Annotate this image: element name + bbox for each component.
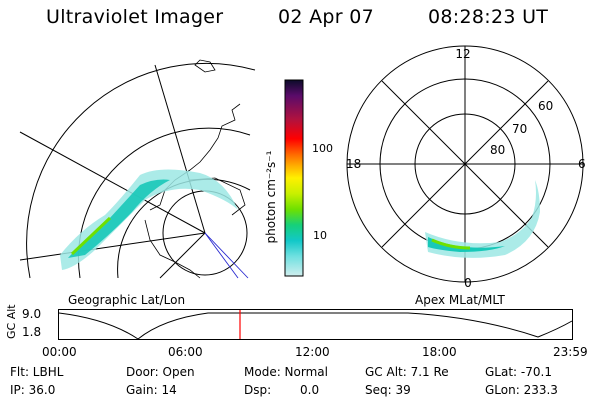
meridian-2 [154, 64, 206, 234]
dsp-readout-value: 0.0 [300, 383, 320, 397]
observation-date: 02 Apr 07 [278, 6, 375, 28]
colorbar [284, 79, 304, 277]
colorbar-tick-10: 10 [313, 229, 327, 242]
mlt-label-12: 12 [455, 47, 470, 61]
island-north [194, 59, 216, 73]
lat-arc-middle [77, 127, 251, 279]
aurora-emission-polar [425, 180, 540, 258]
dsp-readout-label: Dsp: [244, 383, 272, 397]
mlt-label-0: 0 [464, 276, 472, 290]
gc-alt-readout: GC Alt: 7.1 Re [365, 365, 449, 379]
filter-readout: Flt: LBHL [10, 365, 64, 379]
aurora-emission-left [60, 169, 238, 270]
lat-arc-inner [117, 178, 251, 279]
meridian-1 [19, 131, 206, 234]
mode-readout: Mode: Normal [244, 365, 328, 379]
polar-mlt-panel: 12 0 18 6 60 70 80 [346, 45, 586, 290]
glat-readout: GLat: -70.1 [485, 365, 552, 379]
meridian-4 [159, 232, 206, 279]
colorbar-gradient [284, 79, 304, 277]
mlt-label-18: 18 [346, 157, 361, 171]
mlat-label-80: 80 [490, 143, 505, 157]
x-tick-0600: 06:00 [168, 345, 203, 359]
instrument-title: Ultraviolet Imager [46, 6, 224, 28]
x-tick-2359: 23:59 [553, 345, 588, 359]
x-tick-1800: 18:00 [422, 345, 457, 359]
altitude-tick-9: 9.0 [22, 307, 42, 321]
mlt-label-6: 6 [578, 157, 586, 171]
glon-readout: GLon: 233.3 [485, 383, 558, 397]
polar-diagonal-2 [381, 80, 549, 248]
observation-time: 08:28:23 UT [428, 6, 549, 28]
meridian-3 [19, 232, 206, 261]
ip-readout: IP: 36.0 [10, 383, 56, 397]
mlat-label-70: 70 [512, 122, 527, 136]
coastline-south [144, 219, 201, 279]
altitude-plot [58, 309, 573, 340]
x-tick-1200: 12:00 [295, 345, 330, 359]
altitude-tick-1-8: 1.8 [22, 325, 42, 339]
altitude-curve [58, 312, 573, 340]
x-tick-0000: 00:00 [42, 345, 77, 359]
polar-panel-label: Apex MLat/MLT [415, 293, 505, 307]
geographic-map-panel [19, 59, 256, 279]
geographic-panel-label: Geographic Lat/Lon [68, 293, 186, 307]
altitude-plot-frame [58, 309, 573, 340]
seq-readout: Seq: 39 [365, 383, 411, 397]
gain-readout: Gain: 14 [126, 383, 177, 397]
colorbar-tick-100: 100 [312, 142, 333, 155]
lat-arc-outer [26, 62, 256, 279]
coastline-peninsula [149, 103, 241, 211]
colorbar-unit-label: photon cm⁻²s⁻¹ [264, 150, 278, 244]
door-readout: Door: Open [126, 365, 195, 379]
mlat-label-60: 60 [538, 99, 553, 113]
altitude-axis-label: GC Alt [5, 304, 18, 339]
